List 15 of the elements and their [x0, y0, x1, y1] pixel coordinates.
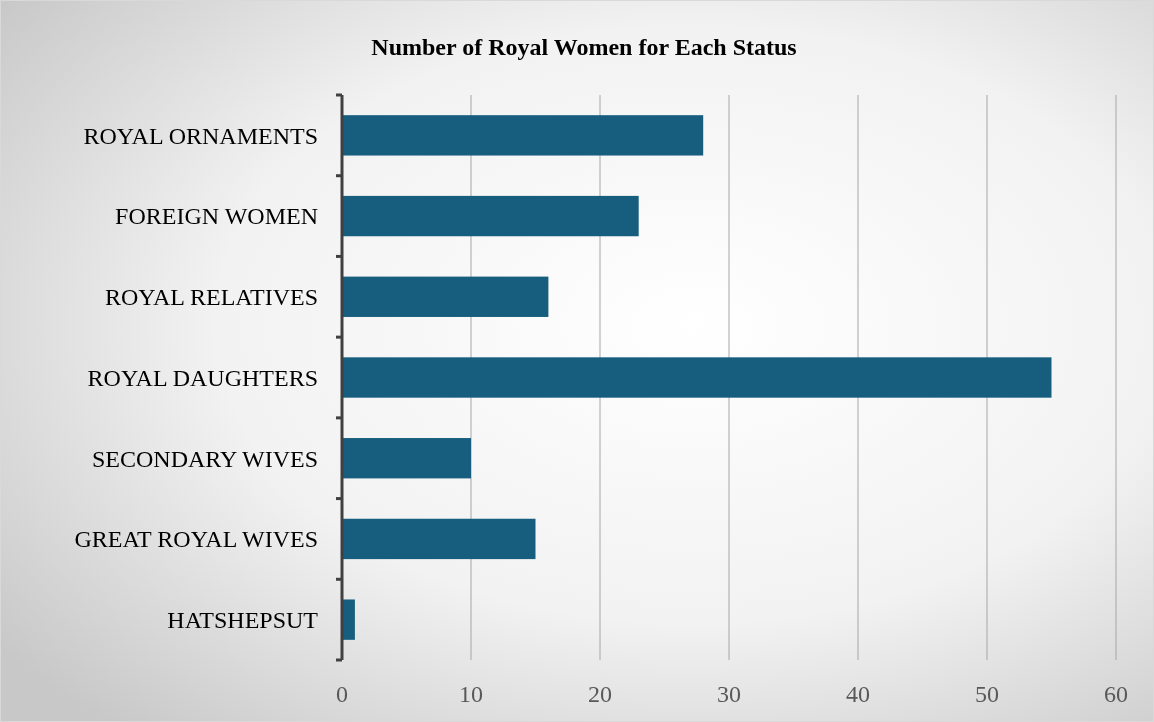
y-tick-label: HATSHEPSUT — [167, 607, 319, 634]
x-tick-label: 40 — [846, 681, 870, 707]
x-tick-label: 10 — [459, 681, 483, 707]
x-tick-label: 50 — [975, 681, 999, 707]
y-tick-label: ROYAL DAUGHTERS — [87, 364, 318, 391]
y-tick-label: ROYAL RELATIVES — [104, 284, 318, 311]
y-tick-label: ROYAL ORNAMENTS — [83, 122, 318, 149]
x-tick-label: 30 — [717, 681, 741, 707]
y-tick-label: GREAT ROYAL WIVES — [74, 526, 318, 553]
chart-title: Number of Royal Women for Each Status — [371, 34, 797, 60]
x-tick-label: 20 — [588, 681, 612, 707]
x-tick-label: 0 — [336, 681, 348, 707]
x-tick-label: 60 — [1104, 681, 1128, 707]
y-tick-label: SECONDARY WIVES — [91, 445, 318, 472]
y-tick-label: FOREIGN WOMEN — [115, 203, 318, 230]
